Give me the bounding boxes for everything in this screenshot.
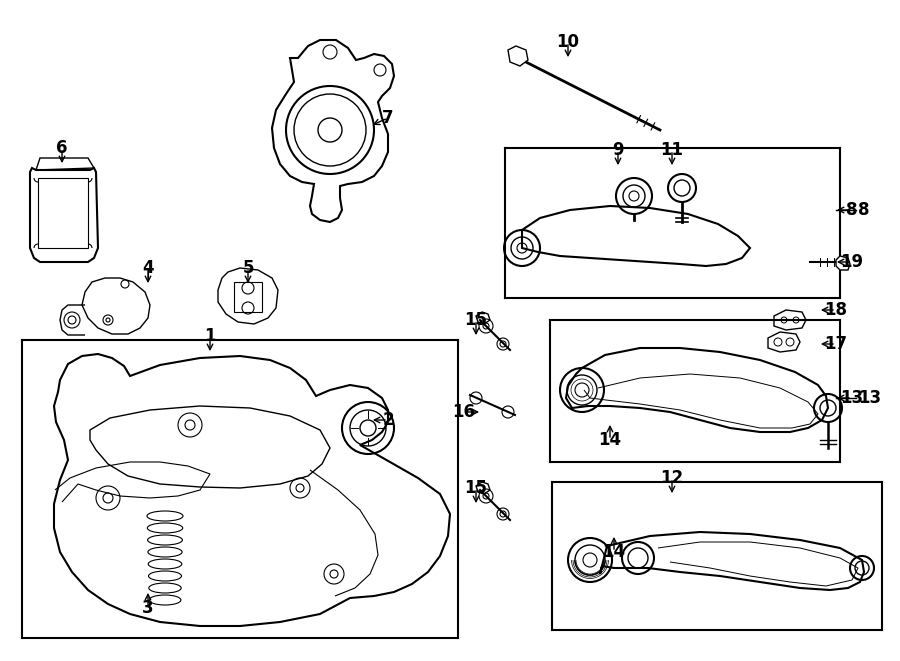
Text: 4: 4 — [142, 259, 154, 277]
Polygon shape — [508, 46, 528, 66]
Text: 9: 9 — [612, 141, 624, 159]
Text: 13: 13 — [841, 389, 864, 407]
Bar — [38, 178, 88, 248]
Text: 15: 15 — [464, 311, 488, 329]
Text: 6: 6 — [56, 139, 68, 157]
Text: 10: 10 — [556, 33, 580, 51]
Text: 15: 15 — [464, 479, 488, 497]
Text: 17: 17 — [824, 335, 848, 353]
Text: 8: 8 — [846, 201, 858, 219]
Text: 8: 8 — [858, 201, 869, 219]
Bar — [234, 282, 262, 312]
Text: 13: 13 — [858, 389, 881, 407]
Text: 1: 1 — [204, 327, 216, 345]
Text: 3: 3 — [142, 599, 154, 617]
Polygon shape — [836, 256, 850, 270]
Text: 14: 14 — [602, 543, 626, 561]
Text: 18: 18 — [824, 301, 848, 319]
Text: 19: 19 — [841, 253, 864, 271]
Text: 11: 11 — [661, 141, 683, 159]
Text: 5: 5 — [242, 259, 254, 277]
Text: 7: 7 — [382, 109, 394, 127]
Text: 14: 14 — [598, 431, 622, 449]
Text: 16: 16 — [453, 403, 475, 421]
Text: 12: 12 — [661, 469, 684, 487]
Text: 2: 2 — [382, 411, 394, 429]
